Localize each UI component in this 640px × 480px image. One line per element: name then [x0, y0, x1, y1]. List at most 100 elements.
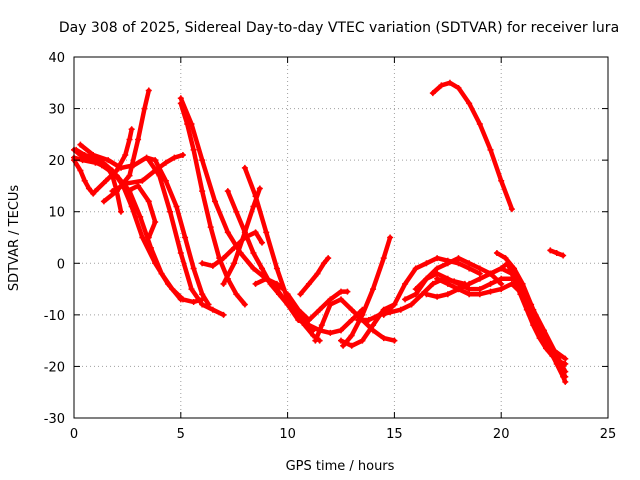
y-tick-label: 20	[48, 154, 65, 169]
data-point	[233, 208, 240, 215]
grid-layer	[74, 57, 608, 418]
data-point	[199, 188, 206, 195]
data-point	[188, 286, 195, 293]
data-point	[466, 291, 473, 298]
data-point	[126, 136, 133, 143]
data-point	[156, 172, 163, 179]
y-tick-label: -30	[44, 412, 65, 427]
data-point	[466, 100, 473, 107]
data-point	[562, 360, 569, 367]
data-point	[547, 247, 554, 254]
data-point	[380, 255, 387, 262]
data-point	[412, 291, 419, 298]
data-point	[250, 203, 257, 210]
data-point	[476, 275, 483, 282]
data-point	[327, 296, 334, 303]
series-layer	[71, 79, 569, 385]
data-point	[173, 203, 180, 210]
data-point	[263, 229, 270, 236]
data-point	[77, 167, 84, 174]
data-point	[92, 188, 99, 195]
data-point	[517, 291, 524, 298]
y-axis-label: SDTVAR / TECUs	[7, 185, 22, 292]
data-point	[305, 317, 312, 324]
axes-layer: 0 5 10 15 20 25 -30 -20 -10 0 10 20 30 40	[44, 51, 617, 442]
data-point	[387, 234, 394, 241]
chart-title: Day 308 of 2025, Sidereal Day-to-day VTE…	[59, 20, 619, 36]
data-point	[263, 275, 270, 282]
series-arc-16	[242, 165, 365, 336]
data-point	[391, 337, 398, 344]
data-point	[90, 151, 97, 158]
data-point	[562, 378, 569, 385]
data-point	[295, 306, 302, 313]
data-point	[508, 206, 515, 213]
data-point	[231, 260, 238, 267]
data-point	[536, 335, 543, 342]
data-point	[487, 270, 494, 277]
data-point	[77, 141, 84, 148]
data-point	[476, 265, 483, 272]
data-point	[199, 260, 206, 267]
data-point	[434, 275, 441, 282]
data-point	[504, 260, 511, 267]
data-point	[162, 177, 169, 184]
data-point	[455, 286, 462, 293]
data-point	[498, 265, 505, 272]
data-point	[338, 288, 344, 295]
data-point	[434, 265, 441, 272]
data-point	[340, 342, 347, 349]
data-point	[273, 265, 280, 272]
plot-frame	[73, 56, 609, 419]
data-point	[177, 249, 184, 256]
data-point	[305, 322, 312, 329]
data-point	[167, 208, 174, 215]
series-arc-32	[505, 261, 568, 367]
data-point	[250, 249, 257, 256]
data-point	[466, 280, 473, 287]
data-point	[370, 322, 377, 329]
data-point	[224, 188, 231, 195]
data-point	[145, 157, 152, 164]
data-point	[109, 188, 116, 195]
data-point	[135, 182, 142, 189]
data-point	[241, 301, 248, 308]
data-point	[444, 260, 451, 267]
x-tick-label: 25	[600, 427, 617, 442]
data-point	[455, 84, 462, 91]
data-point	[455, 260, 462, 267]
data-point	[560, 252, 567, 259]
data-point	[113, 167, 120, 174]
data-point	[380, 335, 387, 342]
data-point	[233, 291, 240, 298]
data-point	[92, 159, 99, 166]
data-point	[498, 275, 505, 282]
data-point	[562, 355, 569, 362]
data-point	[348, 317, 355, 324]
data-point	[139, 234, 146, 241]
x-tick-label: 20	[493, 427, 510, 442]
data-point	[314, 270, 321, 277]
data-point	[258, 265, 265, 272]
data-point	[327, 329, 334, 336]
data-point	[182, 234, 189, 241]
data-point	[305, 280, 312, 287]
series-arc-22	[340, 235, 393, 349]
data-point	[444, 291, 451, 298]
data-point	[434, 270, 441, 277]
data-point	[252, 280, 259, 287]
data-point	[258, 239, 265, 246]
data-point	[152, 157, 159, 164]
data-point	[408, 301, 415, 308]
data-point	[231, 244, 238, 251]
y-tick-label: 40	[48, 51, 65, 66]
data-point	[365, 317, 372, 324]
data-point	[498, 286, 505, 293]
data-point	[423, 275, 430, 282]
data-point	[476, 286, 483, 293]
data-point	[284, 301, 291, 308]
data-point	[502, 255, 509, 262]
data-point	[402, 280, 409, 287]
y-tick-label: 10	[48, 206, 65, 221]
data-point	[348, 332, 355, 339]
